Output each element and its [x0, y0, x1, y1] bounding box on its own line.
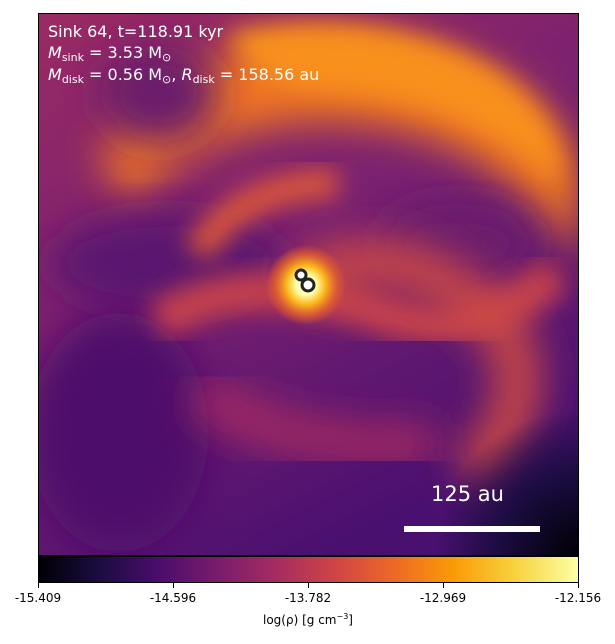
m-sink-value: = 3.53 M — [83, 43, 163, 62]
orange-arc-bright — [228, 24, 560, 184]
colorbar-tick — [308, 583, 309, 588]
sink-title: Sink 64, t=118.91 kyr — [48, 21, 223, 42]
colorbar-tick-label: -12.969 — [419, 591, 467, 605]
separator: , — [171, 65, 182, 84]
colorbar-tick — [173, 583, 174, 588]
sink-mass: Msink = 3.53 M⊙ — [48, 42, 171, 63]
scalebar-label: 125 au — [431, 482, 504, 506]
r-disk-symbol: R — [181, 65, 193, 84]
colorbar — [38, 556, 579, 583]
colorbar-tick-label: -15.409 — [14, 591, 62, 605]
dark-region-bottom-right — [337, 312, 578, 555]
sink-title-text: Sink 64, t=118.91 kyr — [48, 22, 224, 41]
colorbar-tick-label: -13.782 — [284, 591, 332, 605]
m-sink-sub: sink — [61, 51, 84, 64]
colorbar-tick — [578, 583, 579, 588]
colorbar-label-suffix: ] — [348, 613, 353, 627]
scalebar — [404, 526, 540, 532]
sink-marker — [294, 268, 308, 282]
m-disk-unit-sub: ⊙ — [162, 73, 172, 86]
m-disk-value: = 0.56 M — [83, 65, 163, 84]
colorbar-label-exponent: −3 — [336, 612, 349, 621]
r-disk-value: = 158.56 au — [214, 65, 320, 84]
colorbar-label-prefix: log(ρ) [g cm — [263, 613, 337, 627]
m-disk-symbol: M — [48, 65, 62, 84]
m-disk-sub: disk — [61, 73, 84, 86]
sink-markers — [294, 268, 316, 293]
purple-pocket-top-left — [98, 43, 219, 144]
disk-properties: Mdisk = 0.56 M⊙, Rdisk = 158.56 au — [48, 64, 319, 85]
r-disk-sub: disk — [192, 73, 215, 86]
purple-region-bottom-left — [39, 312, 209, 552]
colorbar-tick — [38, 583, 39, 588]
colorbar-tick-label: -12.156 — [554, 591, 602, 605]
m-sink-unit-sub: ⊙ — [162, 51, 172, 64]
spiral-arm-upper — [185, 168, 339, 261]
density-map-panel: Sink 64, t=118.91 kyr Msink = 3.53 M⊙ Md… — [38, 13, 579, 556]
colorbar-label: log(ρ) [g cm−3] — [263, 612, 353, 628]
colorbar-tick — [443, 583, 444, 588]
colorbar-tick-label: -14.596 — [149, 591, 197, 605]
m-sink-symbol: M — [48, 43, 62, 62]
sink-marker — [300, 277, 316, 293]
density-map — [39, 14, 578, 555]
